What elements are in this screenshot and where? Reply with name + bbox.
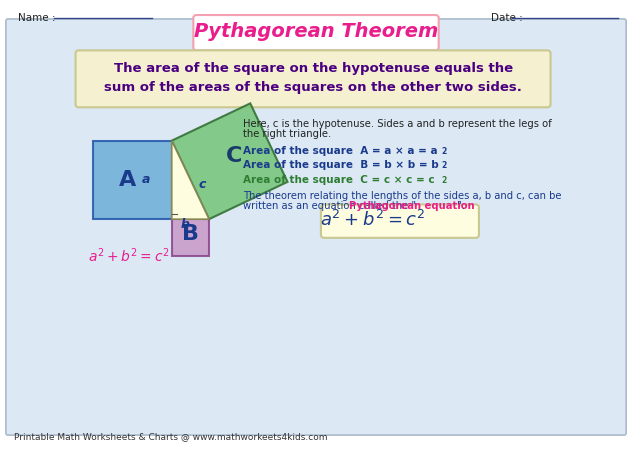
Text: C: C [227,146,243,166]
Text: Area of the square  C = c × c = c: Area of the square C = c × c = c [243,175,435,185]
Text: ".: ". [457,201,466,211]
FancyBboxPatch shape [6,19,626,435]
Text: 2: 2 [442,161,447,170]
Text: Pythagorean Theorem: Pythagorean Theorem [194,22,438,41]
Polygon shape [93,141,172,219]
Polygon shape [172,103,288,219]
Text: Area of the square  B = b × b = b: Area of the square B = b × b = b [243,160,439,170]
Text: B: B [182,224,199,244]
Text: Name :: Name : [17,13,55,23]
Text: The area of the square on the hypotenuse equals the
sum of the areas of the squa: The area of the square on the hypotenuse… [104,62,522,94]
Text: 2: 2 [442,176,447,185]
Text: 2: 2 [442,147,447,155]
Polygon shape [172,219,209,256]
Text: $a^2 + b^2 = c^2$: $a^2 + b^2 = c^2$ [320,210,426,230]
Text: written as an equation called the ": written as an equation called the " [243,201,417,211]
Text: b: b [181,218,190,231]
Text: a: a [142,173,151,186]
Text: $a^2 + b^2 = c^2$: $a^2 + b^2 = c^2$ [88,247,170,265]
Text: c: c [198,178,206,191]
Text: A: A [119,170,137,190]
Polygon shape [172,141,209,219]
FancyBboxPatch shape [321,204,479,238]
Text: Area of the square  A = a × a = a: Area of the square A = a × a = a [243,146,438,155]
Text: Date :: Date : [491,13,522,23]
FancyBboxPatch shape [75,50,551,107]
Text: Pythagorean equation: Pythagorean equation [350,201,475,211]
Text: the right triangle.: the right triangle. [243,129,332,139]
Text: The theorem relating the lengths of the sides a, b and c, can be: The theorem relating the lengths of the … [243,191,562,201]
Text: Printable Math Worksheets & Charts @ www.mathworkeets4kids.com: Printable Math Worksheets & Charts @ www… [14,432,327,441]
FancyBboxPatch shape [193,15,439,50]
Text: Here, c is the hypotenuse. Sides a and b represent the legs of: Here, c is the hypotenuse. Sides a and b… [243,119,552,129]
